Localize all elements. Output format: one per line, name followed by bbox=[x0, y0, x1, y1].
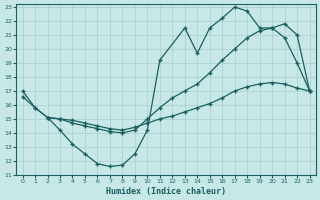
X-axis label: Humidex (Indice chaleur): Humidex (Indice chaleur) bbox=[106, 187, 226, 196]
